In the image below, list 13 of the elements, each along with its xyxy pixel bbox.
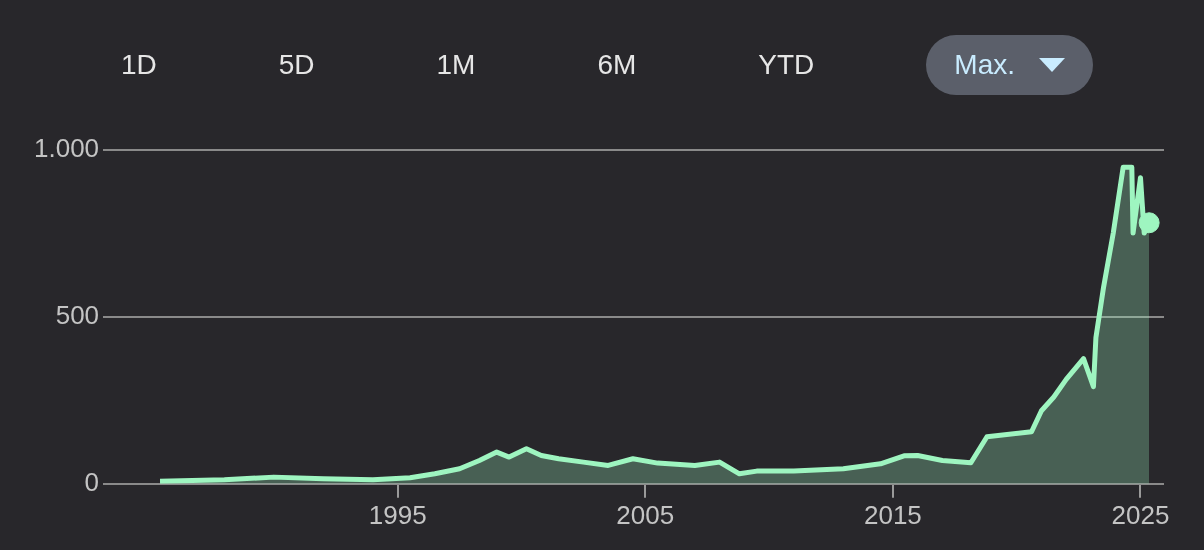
x-tick-label: 2005 xyxy=(616,499,675,530)
y-tick-label: 0 xyxy=(84,466,100,497)
x-tick-label: 2015 xyxy=(863,499,922,530)
text: 6M xyxy=(597,49,637,81)
y-tick-label: 500 xyxy=(55,300,100,331)
text: Max. xyxy=(954,49,1015,81)
text: 5D xyxy=(278,49,315,81)
text: YTD xyxy=(758,49,815,81)
text: 1D xyxy=(120,49,157,81)
y-tick-label: 1.000 xyxy=(33,133,100,164)
text: 1M xyxy=(436,49,476,81)
x-tick-label: 2025 xyxy=(1111,499,1170,530)
x-tick-label: 1995 xyxy=(368,499,427,530)
